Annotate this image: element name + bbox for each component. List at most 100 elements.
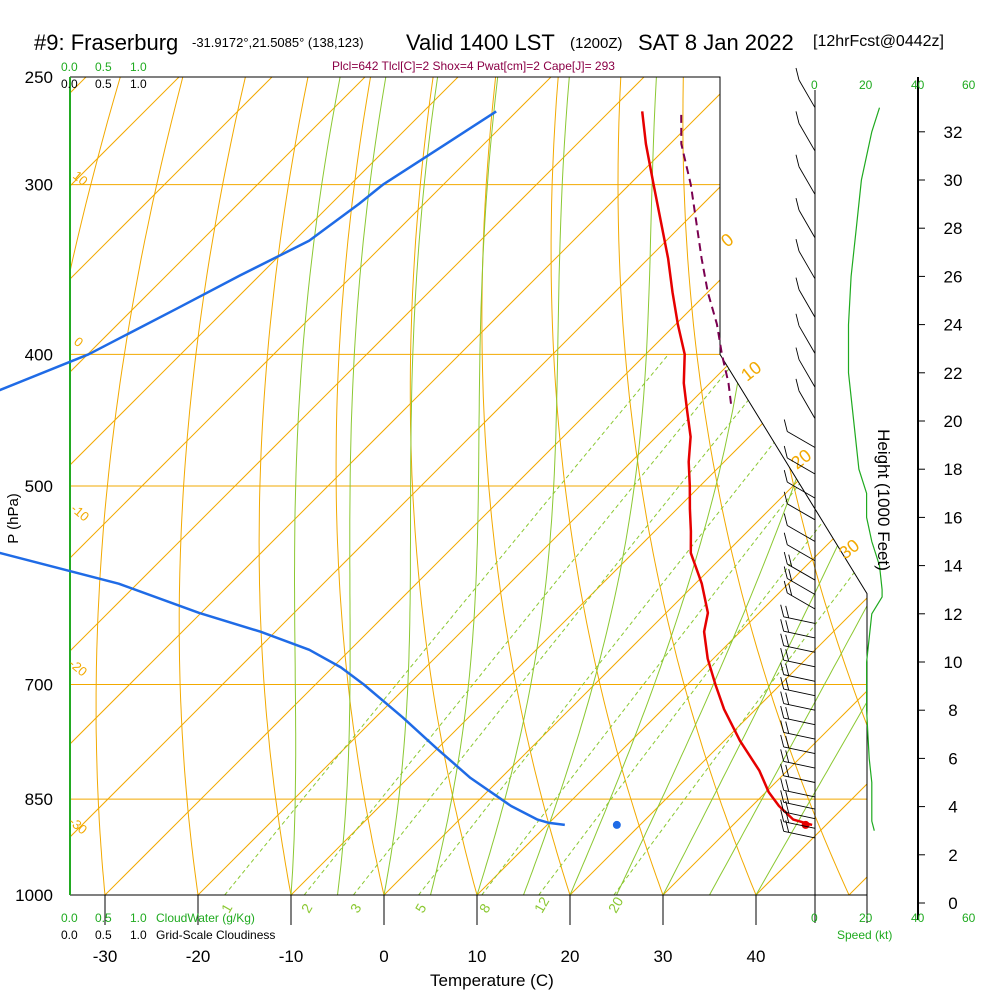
isotherm-line	[70, 77, 831, 895]
speed-scale-top-3: 60	[962, 78, 976, 92]
isotherm-line	[70, 77, 273, 895]
moist-adiabat-line	[383, 77, 439, 895]
isotherm-line	[70, 77, 552, 895]
wind-barb-flag	[795, 154, 800, 167]
forecast-info: [12hrFcst@0442z]	[813, 33, 944, 50]
surface-temperature-marker	[801, 820, 810, 829]
temperature-tick-label: 20	[561, 947, 580, 966]
dry-adiabat-line	[550, 77, 664, 895]
mixing-ratio-label: 2	[298, 901, 316, 916]
cloudwater-scale-top-0: 0.0	[61, 60, 78, 74]
height-tick-label: 20	[944, 412, 963, 431]
mixing-ratio-label: 3	[347, 901, 365, 916]
cloudwater-scale-top-2: 1.0	[130, 60, 147, 74]
height-tick-label: 10	[944, 653, 963, 672]
height-tick-label: 0	[948, 894, 957, 913]
wind-barb	[795, 111, 816, 152]
wind-barb-flag	[785, 721, 790, 734]
wind-barb-flag	[785, 706, 790, 720]
wind-barb-flag	[780, 676, 785, 690]
cloudiness-label: Grid-Scale Cloudiness	[156, 928, 276, 942]
wind-barb-shaft	[798, 166, 816, 195]
wind-barb-shaft	[798, 390, 816, 419]
pressure-tick-label: 700	[25, 676, 53, 695]
dry-adiabat-line	[617, 77, 757, 895]
cloudwater-label: CloudWater (g/Kg)	[156, 911, 255, 925]
wind-barb	[780, 619, 816, 639]
speed-scale-bottom-0: 0	[811, 911, 818, 925]
wind-barb-shaft	[783, 630, 816, 639]
wind-barb-flag	[785, 779, 790, 792]
dry-adiabat-label: -10	[68, 501, 92, 525]
wind-barb-flag	[795, 347, 800, 360]
moist-adiabat-line	[662, 77, 867, 895]
wind-barb-shaft	[787, 525, 816, 542]
wind-barb-shaft	[787, 578, 816, 595]
wind-barb-flag	[795, 67, 800, 81]
isotherm-line	[70, 77, 738, 895]
wind-barb-flag	[783, 491, 788, 504]
speed-scale-bottom-1: 20	[859, 911, 873, 925]
dry-adiabat-label: 10	[737, 357, 765, 385]
skewt-grid	[70, 77, 867, 895]
wind-barb-shaft	[783, 775, 816, 783]
wind-barb	[783, 445, 816, 475]
wind-barb-flag	[780, 633, 785, 646]
x-axis-title: Temperature (C)	[430, 971, 554, 990]
wind-barb	[780, 604, 816, 624]
temperature-tick-label: 40	[747, 947, 766, 966]
wind-barb-flag	[783, 580, 788, 594]
wind-barb-shaft	[798, 250, 816, 280]
moist-adiabat-line	[476, 77, 570, 895]
speed-scale-bottom-3: 60	[962, 911, 976, 925]
wind-barb-shaft	[783, 732, 816, 740]
temperature-tick-label: -10	[279, 947, 304, 966]
wind-barb-flag	[785, 634, 790, 647]
dry-adiabat-label: 20	[787, 445, 815, 473]
wind-barb	[780, 778, 816, 798]
wind-barb	[783, 566, 816, 595]
wind-barb-flag	[788, 568, 793, 582]
wind-barb-flag	[780, 809, 785, 822]
wind-barb	[795, 67, 816, 108]
height-tick-label: 6	[948, 749, 957, 768]
isotherm-line	[70, 77, 366, 895]
wind-barb-shaft	[783, 746, 816, 755]
moist-adiabat-line	[709, 77, 867, 895]
wind-barb-flag	[780, 720, 785, 733]
wind-barb-shaft	[787, 503, 816, 521]
dry-adiabat-line	[409, 77, 478, 895]
wind-barb	[795, 198, 816, 239]
isotherm-line	[383, 77, 867, 895]
height-axis-title: Height (1000 Feet)	[873, 429, 893, 571]
mixing-ratio-line	[224, 353, 669, 895]
wind-barb-flag	[785, 692, 790, 705]
height-tick-label: 12	[944, 605, 963, 624]
wind-barb-shaft	[783, 760, 816, 769]
pressure-tick-label: 250	[25, 68, 53, 87]
temperature-profile	[640, 111, 813, 827]
wind-barb-flag	[795, 313, 800, 326]
wind-barb-flag	[795, 238, 800, 252]
wind-barb-flag	[785, 750, 790, 763]
surface-dewpoint-marker	[612, 820, 621, 829]
wind-barb	[795, 238, 816, 280]
temperature-tick-label: 30	[654, 947, 673, 966]
wind-barb-shaft	[783, 688, 816, 697]
wind-barb-flag	[785, 620, 790, 633]
height-tick-label: 16	[944, 508, 963, 527]
wind-barb-flag	[780, 691, 785, 704]
wind-barb	[780, 676, 816, 697]
mixing-ratio-label: 8	[476, 901, 494, 916]
cloudiness-scale-top-2: 1.0	[130, 77, 147, 91]
speed-axis-label: Speed (kt)	[837, 928, 893, 942]
wind-barb	[783, 419, 816, 448]
wind-barb-flag	[795, 111, 800, 124]
wind-barb-shaft	[798, 209, 816, 239]
wind-barb-shaft	[783, 830, 816, 839]
dry-adiabat-label: 10	[70, 168, 91, 189]
moist-adiabat-line	[337, 77, 387, 895]
wind-barb	[780, 633, 816, 653]
wind-barb-flag	[780, 734, 785, 748]
wind-barb-flag	[780, 662, 785, 675]
